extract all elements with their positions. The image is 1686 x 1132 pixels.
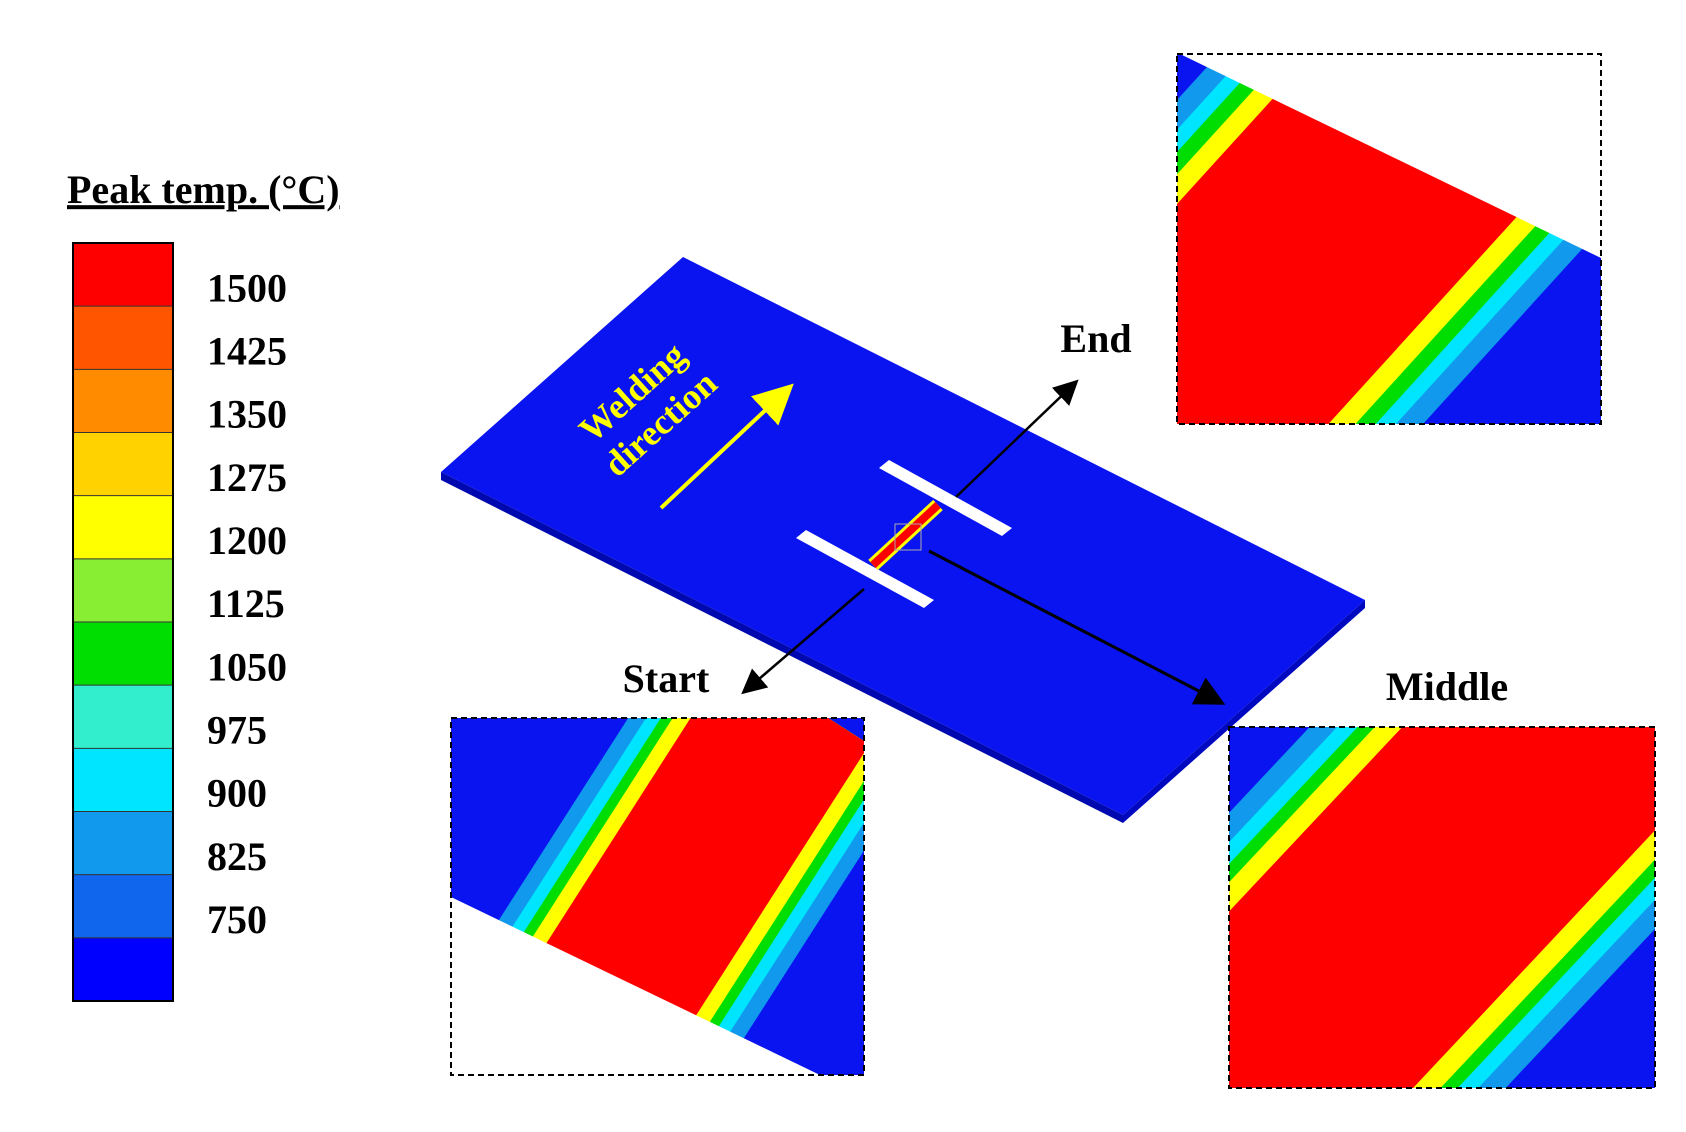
colorbar-band [73, 306, 173, 370]
direction-arrow [659, 383, 794, 510]
pointer-arrow [955, 379, 1079, 498]
colorbar-label: 1425 [207, 329, 287, 374]
legend-title: Peak temp. (°C) [67, 167, 340, 212]
colorbar-band [73, 622, 173, 686]
inset-label: Middle [1386, 664, 1508, 709]
colorbar: 1500 1425 1350 1275 1200 1125 1050 975 900 825 750 [72, 242, 287, 1002]
weld-bead [870, 502, 941, 568]
colorbar-band [73, 558, 173, 623]
colorbar-band [73, 811, 173, 876]
plate-edge [441, 472, 1123, 823]
colorbar-label: 1275 [207, 455, 287, 500]
plate-edge [1123, 600, 1365, 823]
inset-frame [450, 717, 865, 1076]
slot [879, 460, 1012, 536]
inset-label: End [1060, 316, 1131, 361]
region-box [894, 523, 922, 551]
colorbar-band [73, 243, 173, 307]
colorbar-band [73, 495, 173, 560]
pointer-arrow [928, 549, 1226, 705]
colorbar-label: 1350 [207, 392, 287, 437]
colorbar-band [73, 874, 173, 939]
colorbar-band [73, 432, 173, 497]
colorbar-label: 825 [207, 834, 267, 879]
middle-inset [1229, 727, 1655, 1088]
colorbar-label: 750 [207, 897, 267, 942]
colorbar-label: 1200 [207, 518, 287, 563]
end-inset [1177, 54, 1601, 424]
colorbar-band [73, 748, 173, 812]
colorbar-band [73, 369, 173, 433]
colorbar-label: 1050 [207, 644, 287, 689]
colorbar-label: 900 [207, 771, 267, 816]
colorbar-band [73, 937, 173, 1002]
colorbar-label: 1125 [207, 581, 285, 626]
inset-frame [1228, 726, 1656, 1089]
start-inset [451, 718, 864, 1075]
colorbar-band [73, 685, 173, 749]
colorbar-label: 975 [207, 708, 267, 753]
pointer-arrow [741, 588, 865, 695]
colorbar-frame [72, 242, 174, 1002]
inset-label: Start [623, 656, 710, 701]
slot [796, 530, 934, 608]
colorbar-label: 1500 [207, 265, 287, 310]
inset-frame [1176, 53, 1602, 425]
